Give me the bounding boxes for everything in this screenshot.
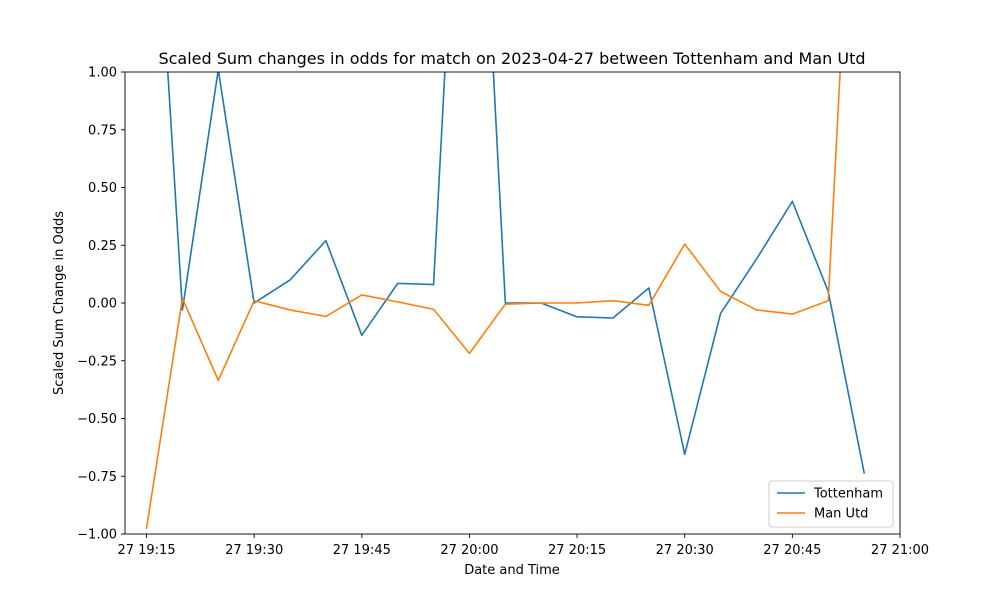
y-tick-label: 0.25	[88, 239, 117, 254]
y-tick-label: 0.50	[88, 181, 117, 196]
y-tick-label: 1.00	[88, 66, 117, 81]
x-tick-label: 27 20:15	[548, 543, 606, 558]
y-axis-title: Scaled Sum Change in Odds	[52, 211, 67, 395]
chart-title: Scaled Sum changes in odds for match on …	[158, 49, 865, 68]
y-tick-label: 0.00	[88, 297, 117, 312]
y-tick-label: −1.00	[77, 528, 117, 543]
x-tick-label: 27 19:30	[225, 543, 283, 558]
x-tick-label: 27 19:45	[333, 543, 391, 558]
x-axis-title: Date and Time	[464, 563, 560, 578]
y-tick-label: 0.75	[88, 123, 117, 138]
y-tick-label: −0.75	[77, 470, 117, 485]
legend: Tottenham Man Utd	[769, 481, 893, 527]
x-tick-label: 27 20:30	[656, 543, 714, 558]
legend-label: Man Utd	[814, 507, 868, 522]
series-layer	[147, 0, 865, 528]
series-line-tottenham	[147, 0, 865, 473]
y-tick-label: −0.50	[77, 412, 117, 427]
x-tick-label: 27 21:00	[871, 543, 929, 558]
x-tick-label: 27 20:00	[440, 543, 498, 558]
legend-label: Tottenham	[813, 487, 883, 502]
series-line-man-utd	[147, 0, 865, 528]
y-tick-label: −0.25	[77, 354, 117, 369]
x-tick-label: 27 19:15	[117, 543, 175, 558]
x-tick-label: 27 20:45	[763, 543, 821, 558]
